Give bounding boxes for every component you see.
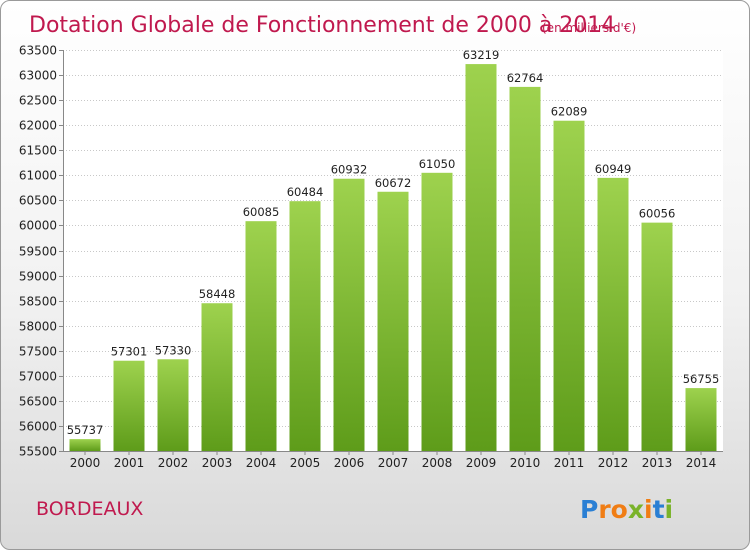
bar-value-label: 60949: [595, 162, 632, 176]
y-tick-label: 62000: [19, 119, 57, 133]
x-tick-label: 2014: [686, 456, 717, 470]
chart-subtitle: (en milliers d'€): [542, 21, 636, 35]
logo-letter: i: [665, 495, 674, 524]
chart-title: Dotation Globale de Fonctionnement de 20…: [29, 13, 615, 38]
y-tick-label: 57500: [19, 345, 57, 359]
bar: [377, 191, 409, 452]
y-tick-label: 60000: [19, 219, 57, 233]
y-tick-label: 58500: [19, 295, 57, 309]
x-tick-label: 2012: [598, 456, 629, 470]
logo-letter: t: [653, 495, 665, 524]
x-tick-label: 2011: [554, 456, 585, 470]
y-axis: 55500 56000 56500 57000 57500 58000 58500 59000…: [19, 44, 64, 459]
y-tick-label: 63000: [19, 69, 57, 83]
proxiti-logo: Proxiti: [580, 495, 673, 524]
bar-value-label: 58448: [199, 287, 236, 301]
bar: [553, 120, 585, 451]
bar: [641, 222, 673, 451]
x-tick-label: 2010: [510, 456, 541, 470]
bar: [333, 178, 365, 451]
bar-value-label: 60932: [331, 163, 368, 177]
y-tick-label: 57000: [19, 370, 57, 384]
x-tick-label: 2000: [70, 456, 101, 470]
bar: [69, 439, 101, 451]
y-tick-label: 55500: [19, 445, 57, 459]
y-tick-label: 58000: [19, 320, 57, 334]
bar-value-label: 62764: [507, 71, 544, 85]
bar-value-label: 56755: [683, 372, 720, 386]
x-axis: 2000 2001 2002 2003 2004 2005 2006 2007 2008 2009…: [63, 451, 723, 470]
logo-letter: x: [628, 495, 644, 524]
bar: [685, 388, 717, 451]
x-tick-label: 2007: [378, 456, 409, 470]
x-tick-label: 2003: [202, 456, 233, 470]
y-tick-label: 63500: [19, 44, 57, 58]
y-tick-label: 56500: [19, 395, 57, 409]
y-tick-label: 59500: [19, 245, 57, 259]
bar-value-label: 57330: [155, 343, 192, 357]
bar: [421, 172, 453, 451]
x-tick-label: 2005: [290, 456, 321, 470]
logo-letter: i: [644, 495, 653, 524]
bar-value-label: 60672: [375, 176, 412, 190]
x-tick-label: 2013: [642, 456, 673, 470]
x-tick-label: 2001: [114, 456, 145, 470]
bar-value-label: 60484: [287, 185, 324, 199]
y-tick-label: 60500: [19, 194, 57, 208]
y-tick-label: 59000: [19, 270, 57, 284]
bar: [509, 86, 541, 451]
y-tick-label: 62500: [19, 94, 57, 108]
bar: [465, 64, 497, 451]
bar-value-label: 57301: [111, 345, 148, 359]
x-tick-label: 2008: [422, 456, 453, 470]
bar-value-label: 55737: [67, 423, 104, 437]
bar: [245, 221, 277, 451]
town-name: BORDEAUX: [36, 498, 143, 520]
bar-value-label: 60056: [639, 207, 676, 221]
bar: [113, 360, 145, 451]
bar-value-label: 63219: [463, 48, 500, 62]
logo-letter: r: [598, 495, 611, 524]
y-tick-label: 61000: [19, 169, 57, 183]
logo-letter: P: [580, 495, 598, 524]
bar-value-label: 60085: [243, 205, 280, 219]
bar: [157, 359, 189, 451]
y-tick-label: 56000: [19, 420, 57, 434]
x-tick-label: 2002: [158, 456, 189, 470]
x-tick-label: 2009: [466, 456, 497, 470]
bar-value-label: 62089: [551, 105, 588, 119]
bar: [289, 201, 321, 451]
bars-group: 55737 57301 57330 58448 60085 60484 60932 60672…: [67, 48, 720, 452]
logo-letter: o: [611, 495, 628, 524]
bar: [597, 177, 629, 451]
y-tick-label: 61500: [19, 144, 57, 158]
bar-value-label: 61050: [419, 157, 456, 171]
x-tick-label: 2006: [334, 456, 365, 470]
x-tick-label: 2004: [246, 456, 277, 470]
bar: [201, 303, 233, 451]
